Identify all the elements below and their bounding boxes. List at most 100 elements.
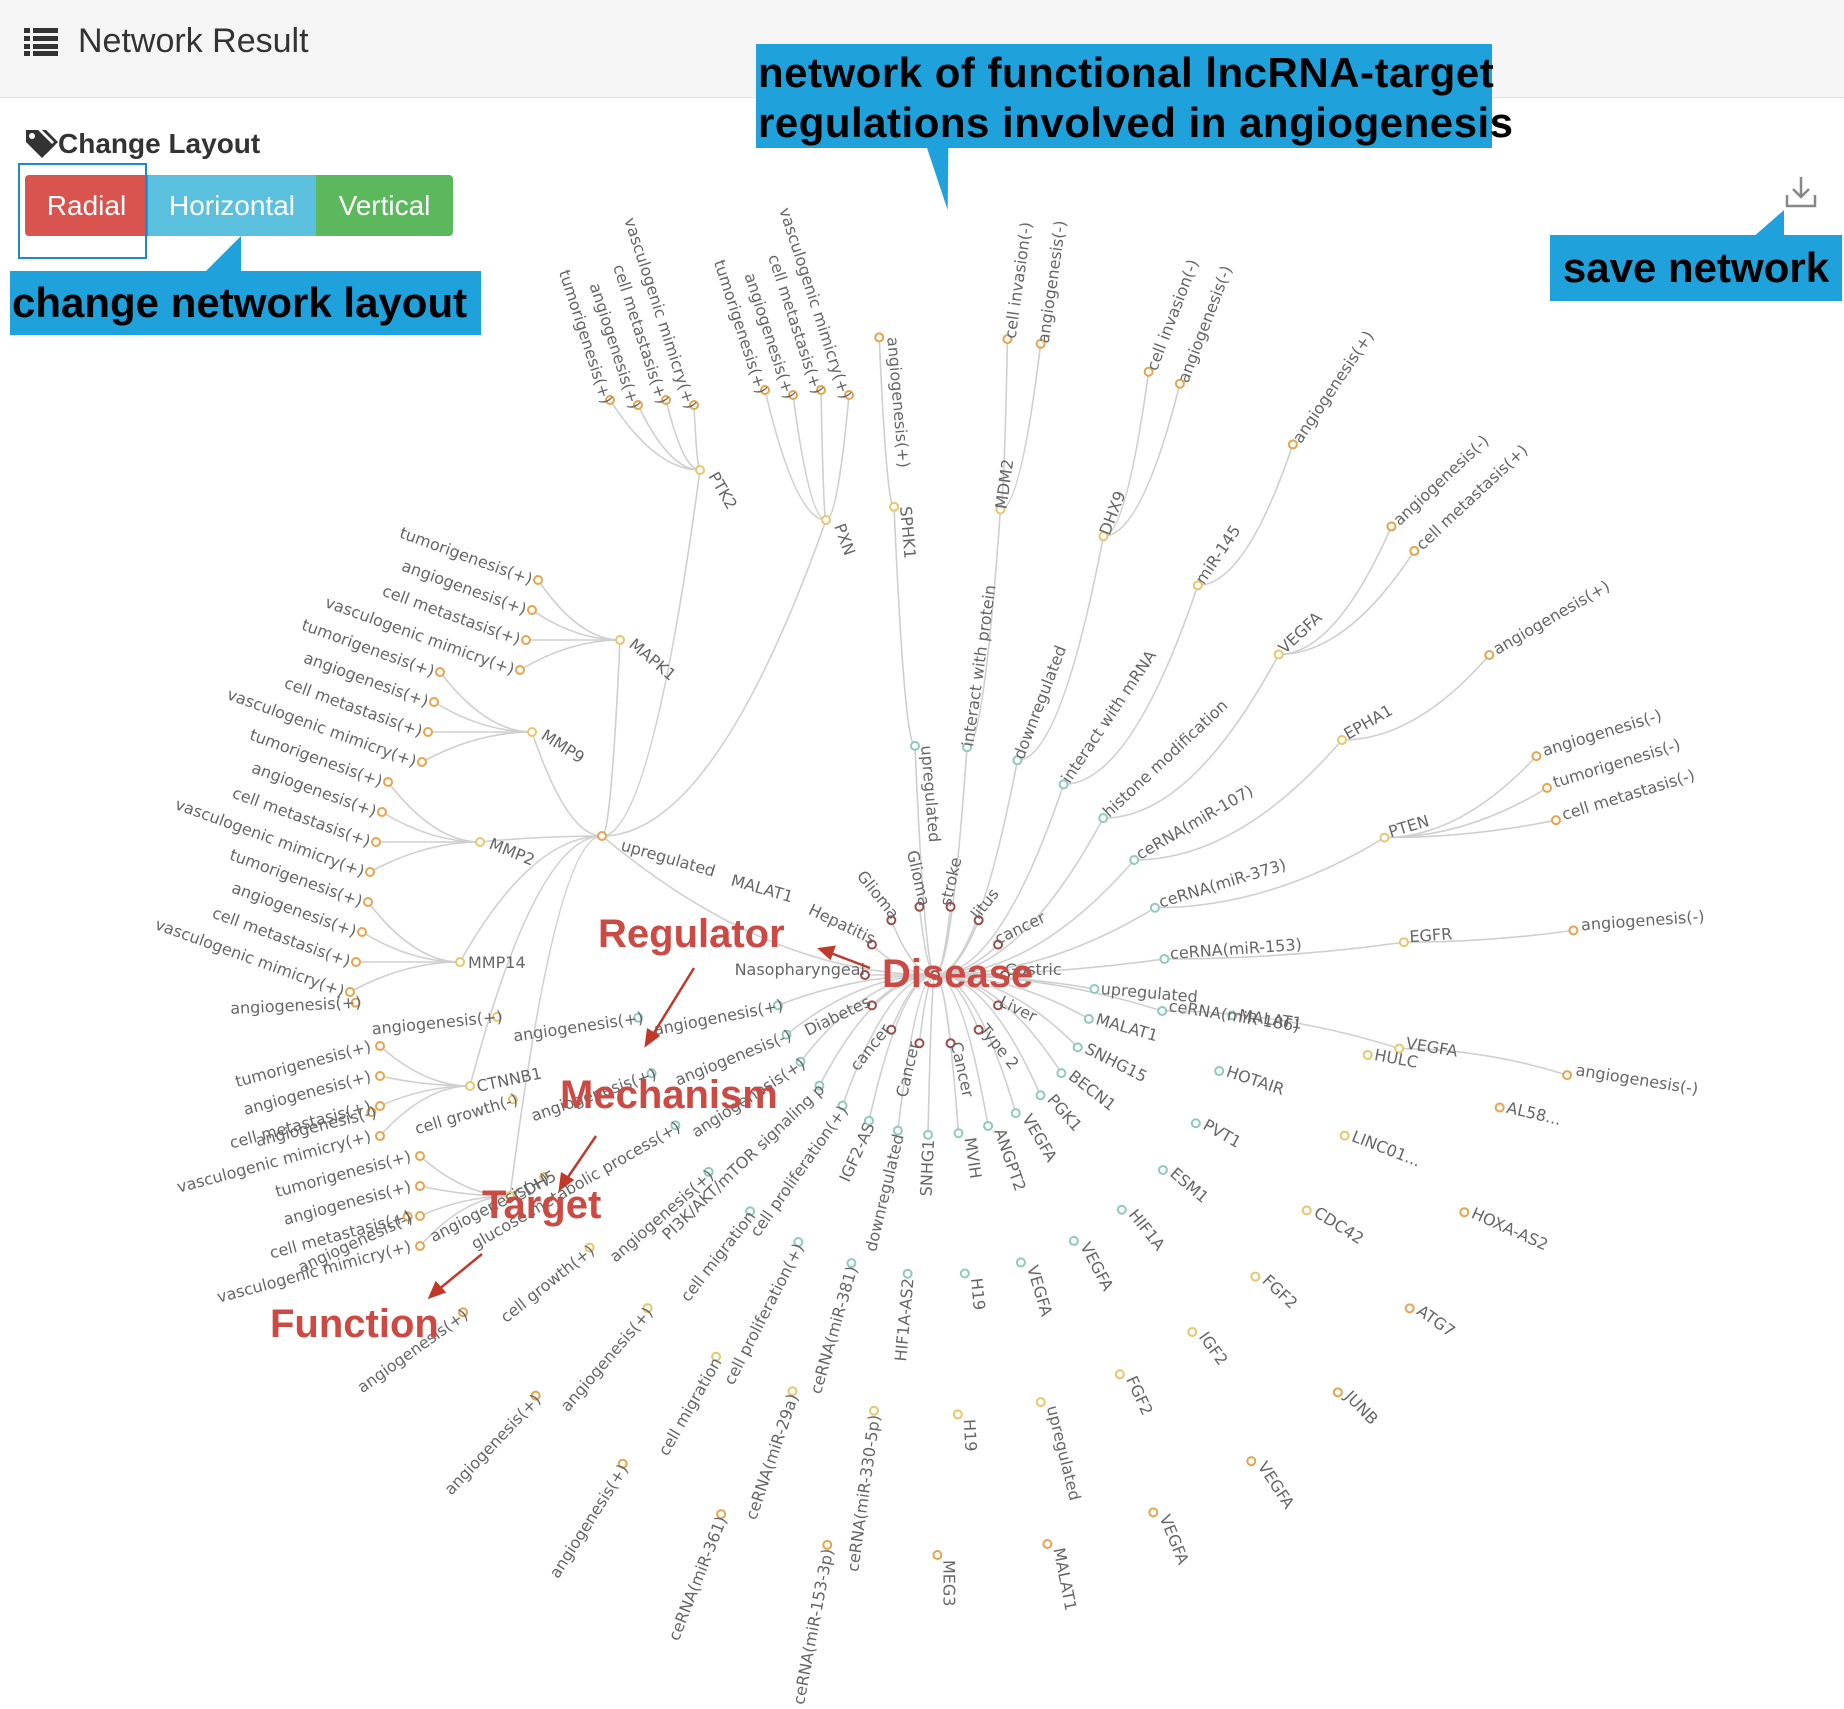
function-node[interactable] xyxy=(357,927,367,937)
function-node[interactable] xyxy=(417,757,427,767)
mechanism-node[interactable] xyxy=(962,742,973,753)
network-node[interactable] xyxy=(781,1029,792,1040)
function-node[interactable] xyxy=(1542,782,1553,793)
target-node[interactable] xyxy=(695,465,705,475)
network-node[interactable] xyxy=(863,1115,874,1126)
function-node[interactable] xyxy=(844,390,854,400)
disease-node[interactable] xyxy=(914,1038,925,1049)
target-node[interactable] xyxy=(465,1081,475,1091)
function-node[interactable] xyxy=(689,400,699,410)
network-node[interactable] xyxy=(584,1242,595,1253)
target-node[interactable] xyxy=(1192,580,1203,591)
target-node[interactable] xyxy=(527,727,537,737)
network-node[interactable] xyxy=(795,1056,806,1067)
network-node[interactable] xyxy=(1332,1387,1343,1398)
horizontal-layout-button[interactable]: Horizontal xyxy=(148,175,316,236)
network-node[interactable] xyxy=(716,1509,727,1520)
network-node[interactable] xyxy=(350,997,361,1008)
function-node[interactable] xyxy=(383,777,393,787)
target-node[interactable] xyxy=(505,1191,515,1201)
network-node[interactable] xyxy=(959,1268,970,1279)
network-node[interactable] xyxy=(1187,1326,1198,1337)
mechanism-node[interactable] xyxy=(1058,779,1069,790)
function-node[interactable] xyxy=(415,1211,425,1221)
function-node[interactable] xyxy=(1531,751,1542,762)
network-node[interactable] xyxy=(1214,1066,1225,1077)
network-node[interactable] xyxy=(492,1011,503,1022)
function-node[interactable] xyxy=(345,987,355,997)
network-node[interactable] xyxy=(1404,1303,1415,1314)
network-node[interactable] xyxy=(703,1166,714,1177)
network-node[interactable] xyxy=(1459,1207,1470,1218)
disease-node[interactable] xyxy=(866,1000,877,1011)
target-node[interactable] xyxy=(889,501,900,512)
network-node[interactable] xyxy=(1010,1108,1021,1119)
target-node[interactable] xyxy=(995,504,1006,515)
vertical-layout-button[interactable]: Vertical xyxy=(316,175,453,236)
mechanism-node[interactable] xyxy=(1012,755,1023,766)
disease-node[interactable] xyxy=(993,939,1004,950)
function-node[interactable] xyxy=(351,957,361,967)
network-node[interactable] xyxy=(822,1539,833,1550)
disease-node[interactable] xyxy=(866,939,877,950)
function-node[interactable] xyxy=(1002,334,1013,345)
network-node[interactable] xyxy=(745,1206,756,1217)
disease-node[interactable] xyxy=(886,1024,897,1035)
regulator-node[interactable] xyxy=(597,831,607,841)
network-node[interactable] xyxy=(507,1094,518,1105)
function-node[interactable] xyxy=(661,395,671,405)
function-node[interactable] xyxy=(1484,650,1495,660)
network-node[interactable] xyxy=(530,1390,541,1401)
mechanism-node[interactable] xyxy=(1157,1005,1168,1016)
network-node[interactable] xyxy=(1246,1456,1257,1467)
target-node[interactable] xyxy=(615,635,625,645)
network-node[interactable] xyxy=(953,1128,964,1139)
target-node[interactable] xyxy=(1098,531,1109,542)
network-node[interactable] xyxy=(983,1120,994,1131)
network-node[interactable] xyxy=(402,1211,413,1222)
function-node[interactable] xyxy=(515,665,525,675)
disease-node[interactable] xyxy=(860,970,870,980)
network-node[interactable] xyxy=(1072,1042,1083,1053)
function-node[interactable] xyxy=(363,897,373,907)
network-node[interactable] xyxy=(1190,1118,1201,1129)
function-node[interactable] xyxy=(527,605,537,615)
network-node[interactable] xyxy=(711,1351,722,1362)
target-node[interactable] xyxy=(475,837,485,847)
function-node[interactable] xyxy=(1568,925,1579,936)
network-node[interactable] xyxy=(1148,1507,1159,1518)
network-node[interactable] xyxy=(670,1120,681,1131)
disease-node[interactable] xyxy=(945,901,956,912)
disease-node[interactable] xyxy=(945,1038,956,1049)
function-node[interactable] xyxy=(365,867,375,877)
function-node[interactable] xyxy=(1386,521,1397,532)
function-node[interactable] xyxy=(1409,545,1420,556)
function-node[interactable] xyxy=(377,807,387,817)
function-node[interactable] xyxy=(874,332,885,343)
network-node[interactable] xyxy=(1042,1539,1053,1550)
network-node[interactable] xyxy=(1114,1369,1125,1380)
network-node[interactable] xyxy=(1301,1205,1312,1216)
target-node[interactable] xyxy=(1379,832,1390,843)
disease-node[interactable] xyxy=(914,901,925,912)
target-node[interactable] xyxy=(1398,937,1409,948)
disease-node[interactable] xyxy=(973,1024,984,1035)
network-node[interactable] xyxy=(646,1068,657,1079)
mechanism-node[interactable] xyxy=(909,740,920,751)
mechanism-node[interactable] xyxy=(1149,902,1160,913)
function-node[interactable] xyxy=(415,1181,425,1191)
network-node[interactable] xyxy=(1339,1130,1350,1141)
mechanism-node[interactable] xyxy=(1098,813,1109,824)
network-node[interactable] xyxy=(869,1405,880,1416)
function-node[interactable] xyxy=(371,837,381,847)
disease-node[interactable] xyxy=(993,1000,1004,1011)
target-node[interactable] xyxy=(821,515,831,525)
network-node[interactable] xyxy=(837,1100,848,1111)
network-node[interactable] xyxy=(902,1268,913,1279)
target-node[interactable] xyxy=(1273,649,1284,660)
function-node[interactable] xyxy=(633,400,643,410)
network-node[interactable] xyxy=(366,1107,377,1118)
network-node[interactable] xyxy=(617,1458,628,1469)
network-node[interactable] xyxy=(458,1307,469,1318)
network-node[interactable] xyxy=(772,1000,783,1011)
